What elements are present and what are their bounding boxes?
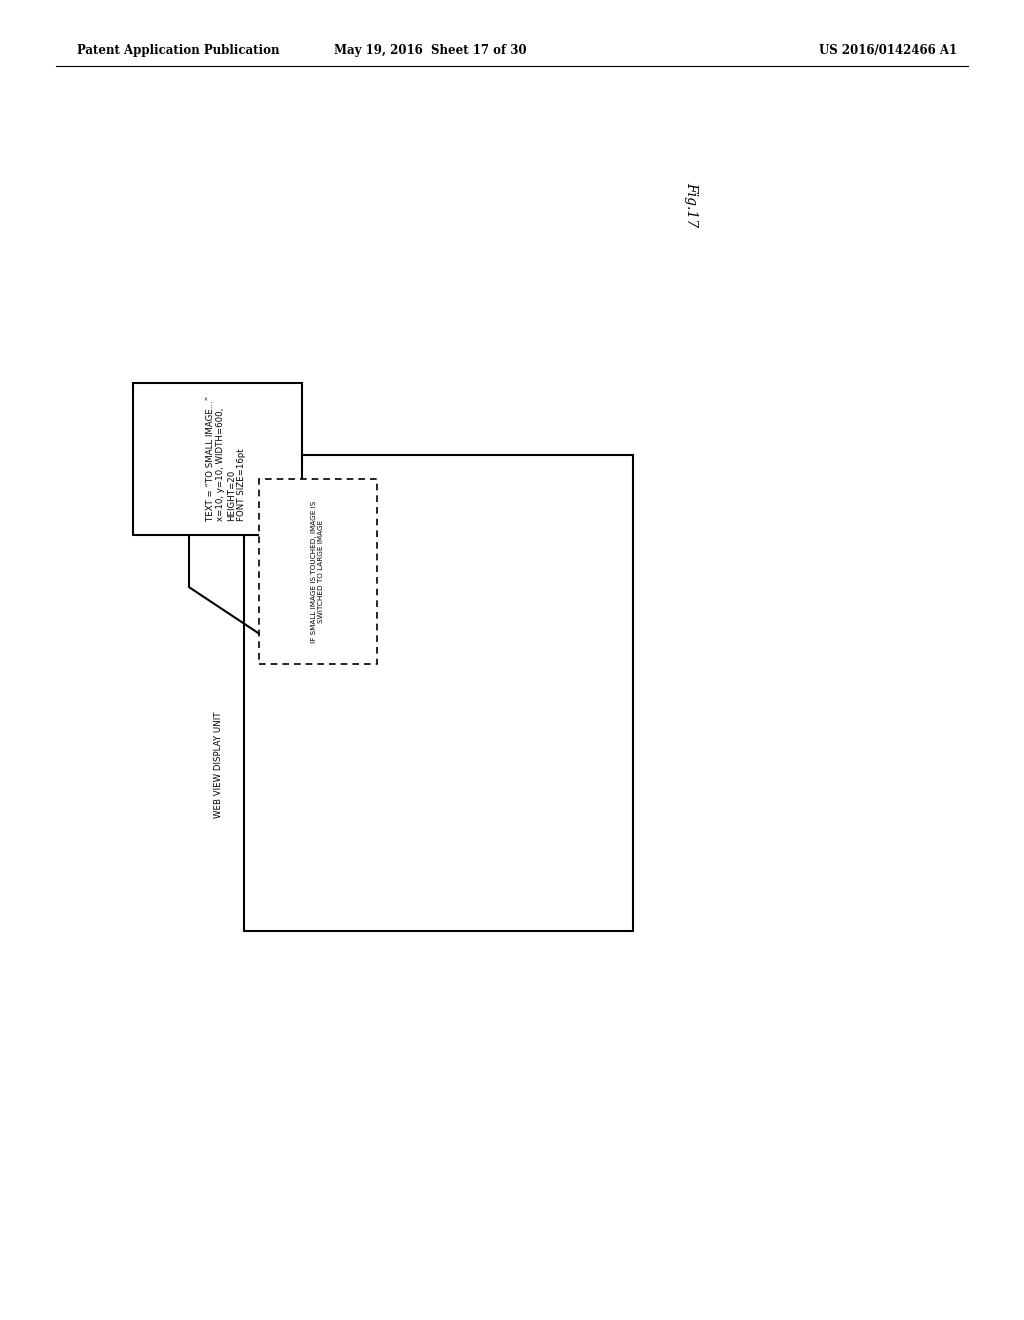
Text: Patent Application Publication: Patent Application Publication (77, 44, 280, 57)
Bar (259, 479, 377, 664)
Bar (244, 455, 633, 931)
Text: May 19, 2016  Sheet 17 of 30: May 19, 2016 Sheet 17 of 30 (334, 44, 526, 57)
Text: US 2016/0142466 A1: US 2016/0142466 A1 (819, 44, 957, 57)
Text: WEB VIEW DISPLAY UNIT: WEB VIEW DISPLAY UNIT (214, 711, 222, 817)
Bar (133, 383, 302, 535)
Text: TEXT = “TO SMALL IMAGE...”
x=10, y=10, WIDTH=600,
HEIGHT=20
FONT SIZE=16pt: TEXT = “TO SMALL IMAGE...” x=10, y=10, W… (206, 396, 246, 521)
Text: IF SMALL IMAGE IS TOUCHED, IMAGE IS
SWITCHED TO LARGE IMAGE: IF SMALL IMAGE IS TOUCHED, IMAGE IS SWIT… (311, 500, 325, 643)
Text: Fig.17: Fig.17 (684, 182, 698, 227)
